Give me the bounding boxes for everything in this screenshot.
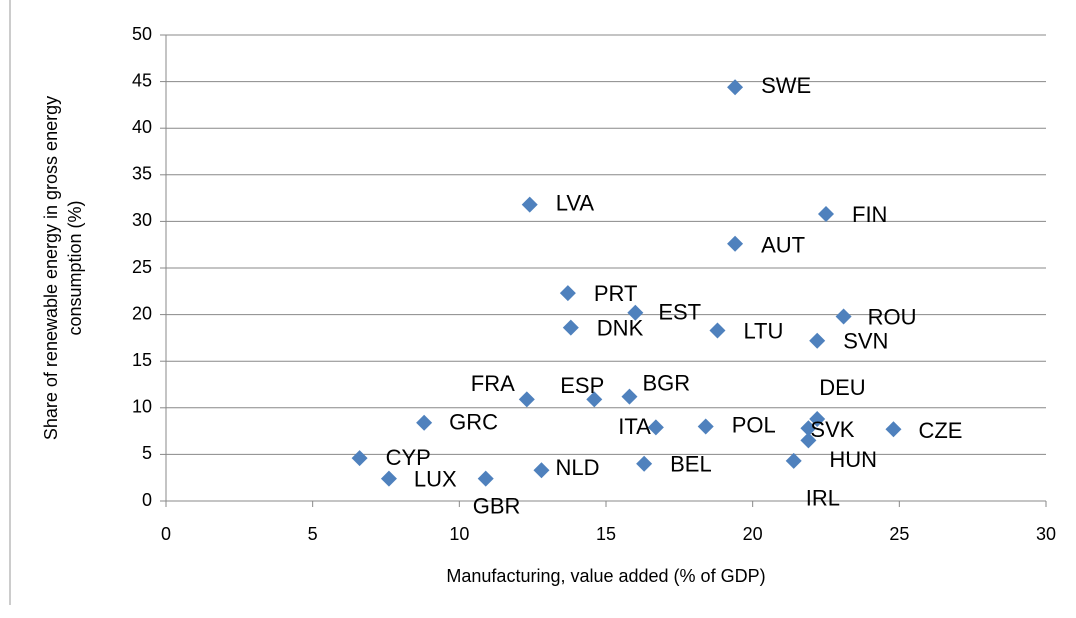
point-label: FIN [852, 202, 887, 227]
point-label: GRC [449, 410, 498, 435]
point-label: POL [732, 412, 776, 437]
point [477, 470, 494, 487]
point [351, 450, 368, 467]
y-axis-label: Share of renewable energy in gross energ… [41, 96, 61, 440]
point-label: AUT [761, 233, 805, 258]
point-label: ESP [560, 373, 604, 398]
y-tick-label: 15 [132, 350, 152, 370]
x-tick-label: 5 [308, 524, 318, 544]
point [818, 205, 834, 222]
point [586, 391, 603, 408]
point-label: SVN [843, 329, 888, 354]
point [800, 432, 817, 449]
y-tick-label: 25 [132, 257, 152, 277]
point [380, 470, 397, 487]
point [521, 196, 538, 213]
point-label: LUX [414, 466, 457, 491]
point [727, 235, 744, 252]
point-label: CYP [386, 445, 431, 470]
point [636, 455, 653, 472]
y-tick-label: 35 [132, 164, 152, 184]
x-axis-label: Manufacturing, value added (% of GDP) [446, 566, 765, 586]
point-label: LVA [556, 190, 595, 215]
y-tick-label: 45 [132, 70, 152, 90]
x-tick-label: 20 [743, 524, 763, 544]
point [533, 462, 550, 479]
point [785, 452, 802, 469]
point [885, 421, 902, 438]
point [800, 420, 817, 437]
y-tick-label: 10 [132, 397, 152, 417]
point-label: EST [658, 300, 701, 325]
point [727, 79, 744, 96]
point [697, 418, 714, 435]
point-label: BEL [670, 452, 712, 477]
point [627, 304, 644, 321]
point-label: HUN [829, 447, 877, 472]
x-tick-label: 15 [596, 524, 616, 544]
y-tick-label: 20 [132, 303, 152, 323]
x-tick-label: 0 [161, 524, 171, 544]
point [809, 332, 826, 349]
y-tick-label: 30 [132, 210, 152, 230]
y-tick-label: 0 [142, 490, 152, 510]
point-label: CZE [918, 418, 962, 443]
point [835, 308, 852, 325]
point-label: ROU [868, 304, 917, 329]
point-label: SWE [761, 73, 811, 98]
point-label: FRA [471, 371, 515, 396]
point [809, 410, 826, 427]
y-tick-label: 40 [132, 117, 152, 137]
point-label: LTU [743, 318, 783, 343]
x-tick-label: 30 [1036, 524, 1056, 544]
point-label: ITA [618, 414, 651, 439]
y-tick-label: 50 [132, 24, 152, 44]
point-label: GBR [473, 493, 521, 518]
point-label: PRT [594, 281, 638, 306]
point-label: SVK [810, 417, 854, 442]
point-label: BGR [642, 370, 690, 395]
point [562, 319, 579, 336]
point-label: DEU [819, 375, 865, 400]
x-tick-label: 10 [449, 524, 469, 544]
point [621, 388, 638, 405]
point [709, 322, 726, 339]
point [559, 285, 576, 302]
point-label: IRL [806, 486, 840, 511]
point [416, 414, 433, 431]
y-tick-label: 5 [142, 443, 152, 463]
point [647, 419, 664, 436]
point-label: NLD [555, 455, 599, 480]
y-axis-label: consumption (%) [65, 200, 85, 335]
point [518, 391, 535, 408]
x-tick-label: 25 [889, 524, 909, 544]
point-label: DNK [597, 315, 644, 340]
